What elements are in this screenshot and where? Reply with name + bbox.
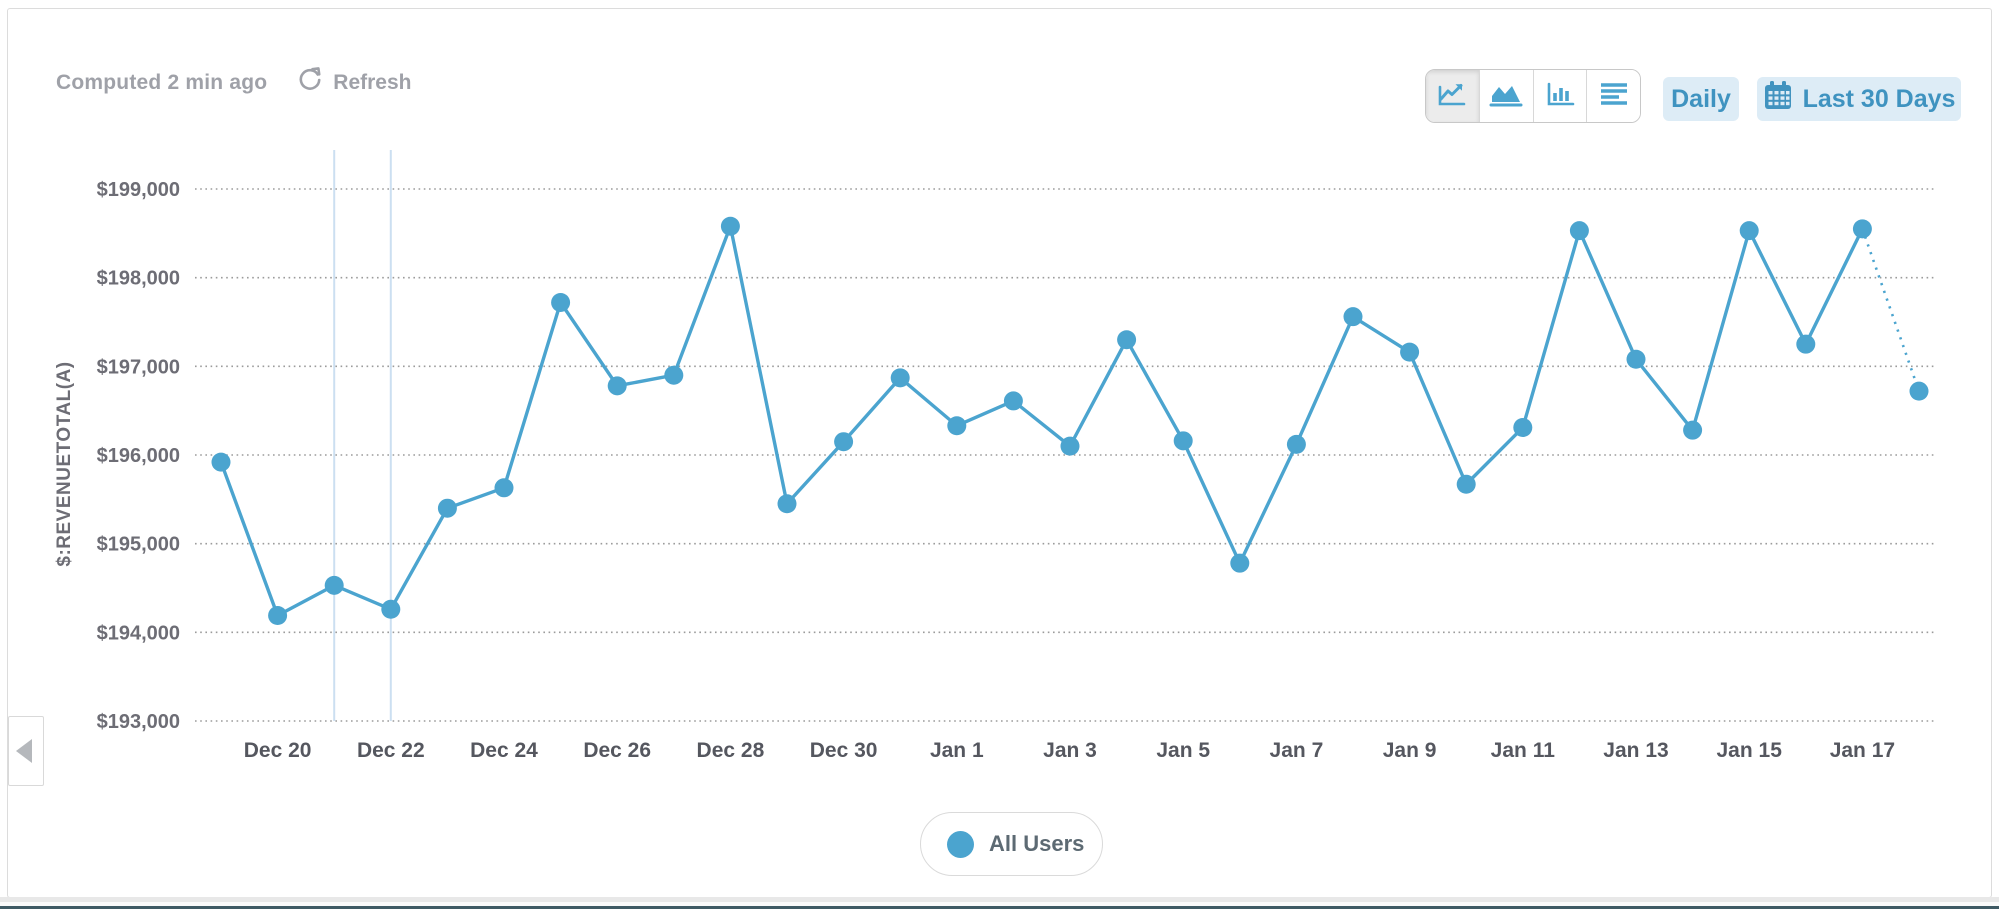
chart-type-line-button[interactable] xyxy=(1426,70,1480,122)
chart-type-area-button[interactable] xyxy=(1479,70,1534,122)
refresh-button[interactable]: Refresh xyxy=(295,65,411,100)
data-point[interactable] xyxy=(834,432,854,452)
data-point[interactable] xyxy=(1569,221,1589,241)
calendar-icon xyxy=(1763,80,1793,119)
line-chart-icon xyxy=(1436,79,1468,114)
data-point[interactable] xyxy=(720,216,740,236)
data-point[interactable] xyxy=(1852,219,1872,239)
computed-status-row: Computed 2 min ago Refresh xyxy=(56,65,411,100)
bottom-divider xyxy=(0,897,1999,902)
data-point[interactable] xyxy=(1626,349,1646,369)
data-point[interactable] xyxy=(1286,434,1306,454)
data-point[interactable] xyxy=(1400,342,1420,362)
data-point[interactable] xyxy=(1513,418,1533,438)
date-range-label: Last 30 Days xyxy=(1802,84,1956,113)
computed-timestamp: Computed 2 min ago xyxy=(56,70,268,94)
chart-type-bar-button[interactable] xyxy=(1533,70,1588,122)
area-chart-icon xyxy=(1489,79,1523,114)
data-point[interactable] xyxy=(1683,420,1703,440)
data-point[interactable] xyxy=(1343,307,1363,327)
data-point[interactable] xyxy=(1060,436,1080,456)
data-point[interactable] xyxy=(268,605,288,625)
chart-type-switcher xyxy=(1425,69,1641,123)
data-point[interactable] xyxy=(437,498,457,518)
data-point[interactable] xyxy=(1456,474,1476,494)
data-point[interactable] xyxy=(890,368,910,388)
data-point[interactable] xyxy=(494,478,514,498)
y-axis-title: $:REVENUETOTAL(A) xyxy=(54,361,75,567)
date-range-button[interactable]: Last 30 Days xyxy=(1757,77,1961,121)
data-point[interactable] xyxy=(211,452,231,472)
data-point[interactable] xyxy=(664,365,684,385)
data-point[interactable] xyxy=(1796,334,1816,354)
data-point[interactable] xyxy=(381,599,401,619)
data-point[interactable] xyxy=(1003,391,1023,411)
data-point[interactable] xyxy=(1117,330,1137,350)
data-point[interactable] xyxy=(1909,381,1929,401)
data-point[interactable] xyxy=(1739,221,1759,241)
data-point[interactable] xyxy=(1230,553,1250,573)
data-point[interactable] xyxy=(777,494,797,514)
collapse-panel-button[interactable] xyxy=(8,716,44,786)
chart-card: Computed 2 min ago Refresh xyxy=(7,8,1992,898)
data-point[interactable] xyxy=(607,376,627,396)
table-view-icon xyxy=(1597,79,1631,114)
data-point[interactable] xyxy=(947,416,967,436)
refresh-label: Refresh xyxy=(333,70,412,94)
data-point[interactable] xyxy=(551,292,571,312)
data-point[interactable] xyxy=(1173,431,1193,451)
bar-chart-icon xyxy=(1544,79,1576,114)
legend-series-dot xyxy=(947,830,974,858)
chevron-left-icon xyxy=(16,739,32,763)
chart-type-table-button[interactable] xyxy=(1587,70,1640,122)
legend-series-label: All Users xyxy=(989,831,1085,856)
legend-all-users[interactable]: All Users xyxy=(920,812,1103,876)
bottom-accent-bar xyxy=(0,906,1999,909)
refresh-icon xyxy=(295,65,325,100)
bottom-spacer xyxy=(0,902,1999,906)
granularity-label: Daily xyxy=(1671,84,1731,113)
granularity-button[interactable]: Daily xyxy=(1663,77,1739,121)
data-point[interactable] xyxy=(324,575,344,595)
